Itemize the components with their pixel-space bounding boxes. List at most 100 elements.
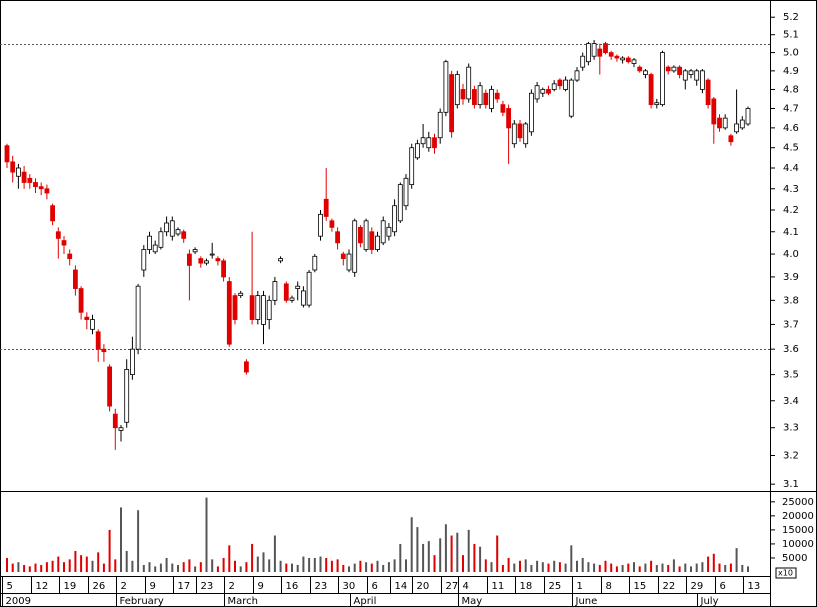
- candle-body: [55, 231, 61, 239]
- volume-bar: [177, 564, 179, 572]
- volume-bar: [216, 566, 219, 572]
- candle-body: [278, 258, 284, 262]
- x-tick-label: 16: [286, 581, 299, 592]
- volume-bar: [661, 563, 664, 572]
- volume-bar: [114, 559, 117, 572]
- candle-body: [603, 43, 608, 54]
- volume-tick-label: 25000: [782, 497, 814, 508]
- month-label: February: [120, 596, 164, 607]
- volume-bar: [359, 560, 362, 572]
- candle-body: [357, 226, 363, 244]
- y-tick-label: 4.9: [783, 66, 799, 77]
- candle-body: [107, 366, 112, 407]
- volume-bar: [268, 559, 271, 572]
- candle-body: [283, 283, 289, 301]
- volume-bar: [97, 552, 100, 572]
- volume-bar: [650, 560, 653, 572]
- candle-body: [586, 43, 591, 63]
- candle-body: [392, 205, 398, 233]
- volume-bar: [102, 563, 105, 572]
- candle-body: [631, 59, 637, 64]
- volume-bar: [684, 563, 687, 572]
- candle-body: [312, 255, 318, 271]
- volume-bar: [581, 557, 584, 572]
- month-label: May: [462, 596, 483, 607]
- volume-bar: [85, 556, 88, 572]
- candle-body: [249, 295, 255, 320]
- volume-bar: [11, 563, 14, 572]
- volume-bar: [262, 552, 265, 572]
- x-tick-label: 18: [520, 581, 533, 592]
- candle-body: [164, 222, 170, 233]
- y-tick-label: 3.5: [783, 370, 799, 381]
- candle-body: [129, 348, 135, 375]
- candle-body: [15, 167, 21, 177]
- volume-bar: [427, 541, 430, 572]
- candle-body: [289, 297, 295, 301]
- candle-body: [33, 182, 38, 188]
- candle-body: [221, 260, 227, 278]
- volume-bar: [467, 529, 470, 572]
- y-tick-label: 4.7: [783, 103, 799, 114]
- volume-bar: [672, 559, 675, 572]
- candle-body: [546, 89, 551, 94]
- volume-bar: [513, 563, 516, 572]
- candle-body: [141, 249, 147, 271]
- candle-body: [238, 292, 244, 297]
- x-tick-label: 2: [121, 581, 127, 592]
- x-tick-label: 1: [577, 581, 583, 592]
- volume-bar: [137, 510, 140, 572]
- candle-body: [654, 102, 660, 106]
- x-tick-label: 20: [417, 581, 430, 592]
- candle-body: [580, 55, 586, 68]
- candle-body: [186, 253, 192, 266]
- candle-body: [471, 89, 477, 106]
- x-tick-label: 13: [748, 581, 761, 592]
- volume-bar: [239, 566, 242, 572]
- x-tick-label: 19: [64, 581, 77, 592]
- volume-bar: [553, 560, 556, 572]
- volume-bar: [279, 560, 282, 572]
- candle-body: [591, 43, 597, 57]
- candle-body: [414, 143, 420, 159]
- candle-body: [192, 249, 198, 253]
- volume-bar: [353, 563, 356, 572]
- y-tick-label: 4.3: [783, 184, 799, 195]
- volume-bar: [655, 564, 658, 572]
- volume-bar: [182, 562, 185, 572]
- candle-body: [443, 61, 449, 113]
- volume-bar: [256, 556, 259, 572]
- x-tick-label: 8: [606, 581, 612, 592]
- volume-bar: [142, 564, 145, 572]
- y-tick-label: 4.6: [783, 123, 799, 134]
- candle-body: [318, 213, 323, 237]
- volume-bar: [456, 532, 459, 572]
- candle-body: [529, 92, 534, 133]
- candle-body: [135, 285, 141, 350]
- volume-bar: [678, 566, 681, 572]
- volume-bar: [741, 564, 744, 572]
- candle-body: [677, 66, 682, 75]
- volume-bar: [473, 543, 476, 572]
- y-tick-label: 3.8: [783, 295, 799, 306]
- candle-body: [124, 369, 130, 423]
- volume-bar: [188, 559, 191, 572]
- volume-bar: [376, 560, 379, 572]
- x-tick-label: 14: [395, 581, 408, 592]
- volume-bar: [462, 555, 464, 572]
- volume-bar: [51, 560, 54, 572]
- x-tick-label: 22: [663, 581, 676, 592]
- candle-body: [625, 57, 631, 63]
- candle-body: [665, 66, 671, 72]
- candle-body: [437, 111, 443, 139]
- y-tick-label: 5.2: [783, 12, 799, 23]
- candle-body: [255, 295, 261, 320]
- candle-body: [734, 123, 739, 133]
- x-tick-label: 9: [258, 581, 264, 592]
- candle-body: [483, 92, 489, 106]
- volume-bar: [108, 529, 111, 572]
- candle-body: [380, 220, 386, 244]
- volume-bar: [387, 562, 390, 572]
- candle-body: [363, 220, 369, 250]
